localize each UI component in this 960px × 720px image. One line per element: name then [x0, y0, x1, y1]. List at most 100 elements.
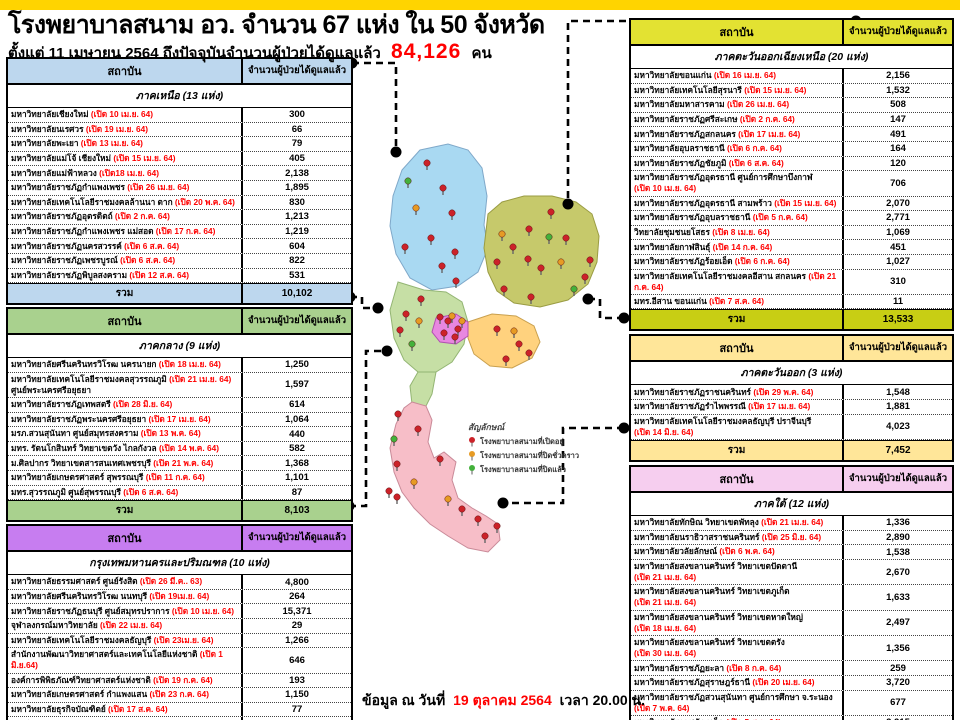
open-date: (เปิด 10 เม.ย. 64): [90, 109, 154, 120]
open-date: (เปิด 15 เม.ย. 64): [744, 84, 807, 95]
institution-name: องค์การพิพิธภัณฑ์วิทยาศาสตร์แห่งชาติ (เป…: [11, 674, 213, 685]
table-row: มหาวิทยาลัยกาฬสินธุ์ (เปิด 14 ก.ค. 64) 45…: [631, 240, 952, 255]
institution-name: มหาวิทยาลัยราชภัฏอุตรดิตถ์ (เปิด 2 ก.ค. …: [11, 211, 170, 222]
table-header: สถาบัน จำนวนผู้ป่วยได้ดูแลแล้ว: [631, 20, 952, 46]
hospital-pin-icon: [410, 478, 418, 489]
open-date: (เปิด 17 ก.ค. 64): [155, 225, 216, 236]
table-row: มหาวิทยาลัยราชภัฏชัยภูมิ (เปิด 6 ส.ค. 64…: [631, 156, 952, 172]
patient-count-cell: 1,368: [285, 457, 309, 469]
map-region-east: [467, 313, 541, 369]
institution-cell: วิทยาลัยชุมชนยโสธร (เปิด 8 เม.ย. 64): [631, 225, 844, 240]
hospital-pin-icon: [412, 204, 420, 215]
table-row: องค์การพิพิธภัณฑ์วิทยาศาสตร์แห่งชาติ (เป…: [8, 673, 351, 689]
open-date: (เปิด 7 ส.ค. 64): [709, 296, 765, 307]
patient-count-cell: 87: [291, 486, 303, 498]
open-date: (เปิด 17 ส.ค. 64): [108, 703, 168, 714]
legend-label: โรงพยาบาลสนามที่ปิดแล้ว: [480, 465, 566, 474]
open-date: (เปิด 25 มิ.ย. 64): [761, 531, 822, 542]
institution-cell: ม.ศิลปากร วิทยาเขตสารสนเทศเพชรบุรี (เปิด…: [8, 456, 243, 471]
open-date: (เปิด 6 ส.ค. 64): [123, 486, 179, 497]
table-header: สถาบัน จำนวนผู้ป่วยได้ดูแลแล้ว: [8, 526, 351, 553]
footer-prefix: ข้อมูล ณ วันที่: [362, 692, 446, 708]
table-row: มหาวิทยาลัยอุบลราชธานี (เปิด 6 ก.ค. 64) 1…: [631, 141, 952, 157]
institution-name: มหาวิทยาลัยราชภัฏรำไพพรรณี (เปิด 17 เม.ย…: [634, 401, 811, 412]
institution-cell: มหาวิทยาลัยสงขลานครินทร์ วิทยาเขตหาดใหญ่…: [631, 610, 844, 635]
open-date: (เปิด 13 พ.ค. 64): [140, 428, 201, 439]
open-date: (เปิด 16 เม.ย. 64): [713, 70, 777, 81]
hospital-pin-icon: [545, 233, 553, 244]
legend-item-open: โรงพยาบาลสนามที่เปิดอยู่: [468, 436, 618, 448]
connector-east: [590, 297, 624, 320]
institution-name: มหาวิทยาลัยราชภัฏกำแพงเพชร (เปิด 26 เม.ย…: [11, 182, 190, 193]
count-column-header: จำนวนผู้ป่วยได้ดูแลแล้ว: [848, 342, 948, 354]
total-label: รวม: [8, 284, 243, 304]
table-row: มหาวิทยาลัยพะเยา (เปิด 13 เม.ย. 64) 79: [8, 137, 351, 152]
patient-count-cell: 1,881: [886, 401, 910, 413]
patient-count-cell: 90: [243, 717, 351, 720]
institution-name: มหาวิทยาลัยราชภัฏพิบูลสงคราม (เปิด 12 ส.…: [11, 269, 189, 280]
hospital-pin-icon: [396, 326, 404, 337]
institution-cell: มหาวิทยาลัยราชภัฏสกลนคร (เปิด 17 เม.ย. 6…: [631, 127, 844, 141]
institution-name: มหาวิทยาลัยรามคำแหง (เปิด 1 ก.ย. 64): [11, 719, 238, 720]
footer-date: 19 ตุลาคม 2564: [453, 692, 552, 708]
patient-count-cell: 1,069: [886, 227, 910, 239]
hospital-pin-icon: [581, 273, 589, 284]
table-row: วิทยาลัยชุมชนยโสธร (เปิด 8 เม.ย. 64) 1,06…: [631, 225, 952, 241]
hospital-pin-icon: [493, 522, 501, 533]
table-row: มหาวิทยาลัยราชภัฏพิบูลสงคราม (เปิด 12 ส.…: [8, 268, 351, 284]
institution-cell: มหาวิทยาลัยเทคโนโลยีราชมงคลธัญบุรี (เปิด…: [8, 633, 243, 648]
region-table-south: สถาบัน จำนวนผู้ป่วยได้ดูแลแล้ว ภาคใต้ (12 …: [629, 465, 954, 720]
institution-name: มหาวิทยาลัยวลัยลักษณ์ (เปิด 6 พ.ค. 64): [634, 546, 775, 557]
hospital-pin-icon: [524, 255, 532, 266]
hospital-pin-icon: [454, 325, 462, 336]
patient-count-cell: 822: [289, 255, 305, 267]
region-table-north: สถาบัน จำนวนผู้ป่วยได้ดูแลแล้ว ภาคเหนือ (1…: [6, 57, 353, 306]
hospital-pin-icon: [537, 264, 545, 275]
institution-cell: มหาวิทยาลัยวลัยลักษณ์ (เปิด 6 พ.ค. 64): [631, 545, 844, 559]
open-date: (เปิด 8 เม.ย. 64): [712, 226, 770, 237]
institution-name: มหาวิทยาลัยราชภัฏยะลา (เปิด 8 ก.ค. 64): [634, 662, 782, 673]
region-table-northeast: สถาบัน จำนวนผู้ป่วยได้ดูแลแล้ว ภาคตะวันออก…: [629, 18, 954, 332]
legend-item-closed: โรงพยาบาลสนามที่ปิดแล้ว: [468, 464, 618, 476]
institution-cell: มหาวิทยาลัยราชภัฏสวนสุนันทา ศูนย์การศึกษ…: [631, 690, 844, 715]
hospital-pin-icon: [448, 312, 456, 323]
table-header: สถาบัน จำนวนผู้ป่วยได้ดูแลแล้ว: [631, 336, 952, 363]
connector-lines: [349, 19, 854, 508]
hospital-pin-icon: [502, 355, 510, 366]
count-column-header: จำนวนผู้ป่วยได้ดูแลแล้ว: [247, 315, 347, 327]
institution-name: มหาวิทยาลัยมหาสารคาม (เปิด 26 เม.ย. 64): [634, 99, 790, 110]
institution-cell: มหาวิทยาลัยราชภัฏพิบูลสงคราม (เปิด 12 ส.…: [8, 268, 243, 283]
map-region-north: [389, 143, 489, 291]
table-row: มหาวิทยาลัยเทคโนโลยีราชมงคลล้านนา ตาก (เ…: [8, 195, 351, 211]
institution-cell: มหาวิทยาลัยธุรกิจบัณฑิตย์ (เปิด 17 ส.ค. …: [8, 702, 243, 717]
institution-name: มหาวิทยาลัยเทคโนโลยีสุรนารี (เปิด 15 เม.…: [634, 84, 807, 95]
institution-name: มหาวิทยาลัยเทคโนโลยีราชมงคลล้านนา ตาก (เ…: [11, 196, 235, 207]
open-date: (เปิด 17 เม.ย. 64): [148, 413, 211, 424]
table-row: มหาวิทยาลัยราชภัฏรำไพพรรณี (เปิด 17 เม.ย…: [631, 400, 952, 415]
institution-cell: มทร. รัตนโกสินทร์ วิทยาเขตวัง ไกลกังวล (…: [8, 441, 243, 456]
patient-count-cell: 1,633: [886, 591, 910, 603]
institution-name: มหาวิทยาลัยราชภัฏอุดรธานี ศูนย์การศึกษาบ…: [634, 172, 813, 183]
table-row: มหาวิทยาลัยเทคโนโลยีราชมงคลสุวรรณภูมิ (เ…: [8, 372, 351, 399]
patient-count-cell: 300: [289, 109, 305, 121]
patient-count-cell: 2,156: [886, 70, 910, 82]
hospital-pin-icon: [510, 327, 518, 338]
patient-count-cell: 1,213: [285, 211, 309, 223]
institution-cell: มหาวิทยาลัยกาฬสินธุ์ (เปิด 14 ก.ค. 64): [631, 240, 844, 254]
institution-cell: มหาวิทยาลัยราชภัฏราชนครินทร์ (เปิด 29 พ.…: [631, 385, 844, 400]
legend-label: โรงพยาบาลสนามที่เปิดอยู่: [480, 437, 564, 446]
patient-count-cell: 1,219: [285, 226, 309, 238]
hospital-pin-icon: [527, 293, 535, 304]
institution-name: สำนักงานพัฒนาวิทยาศาสตร์และเทคโนโลยีแห่ง…: [11, 649, 223, 671]
table-row: มหาวิทยาลัยศรีนครินทรวิโรฒ นครนายก (เปิด…: [8, 358, 351, 373]
patient-count-cell: 4,800: [285, 576, 309, 588]
open-date: (เปิด 10 เม.ย. 64): [634, 183, 697, 194]
open-date: (เปิด 19 ก.ค. 64): [153, 674, 213, 685]
institution-cell: มหาวิทยาลัยราชภัฏศรีสะเกษ (เปิด 2 ก.ค. 6…: [631, 112, 844, 127]
open-date: (เปิด 23 ก.ค. 64): [149, 689, 210, 700]
patient-count-cell: 604: [289, 240, 305, 252]
patient-count-cell: 508: [890, 99, 906, 111]
region-section-title: ภาคกลาง (9 แห่ง): [8, 335, 351, 359]
open-date: (เปิด 21 เม.ย. 64): [634, 597, 697, 608]
open-date: (เปิด 30 เม.ย. 64): [634, 648, 697, 659]
